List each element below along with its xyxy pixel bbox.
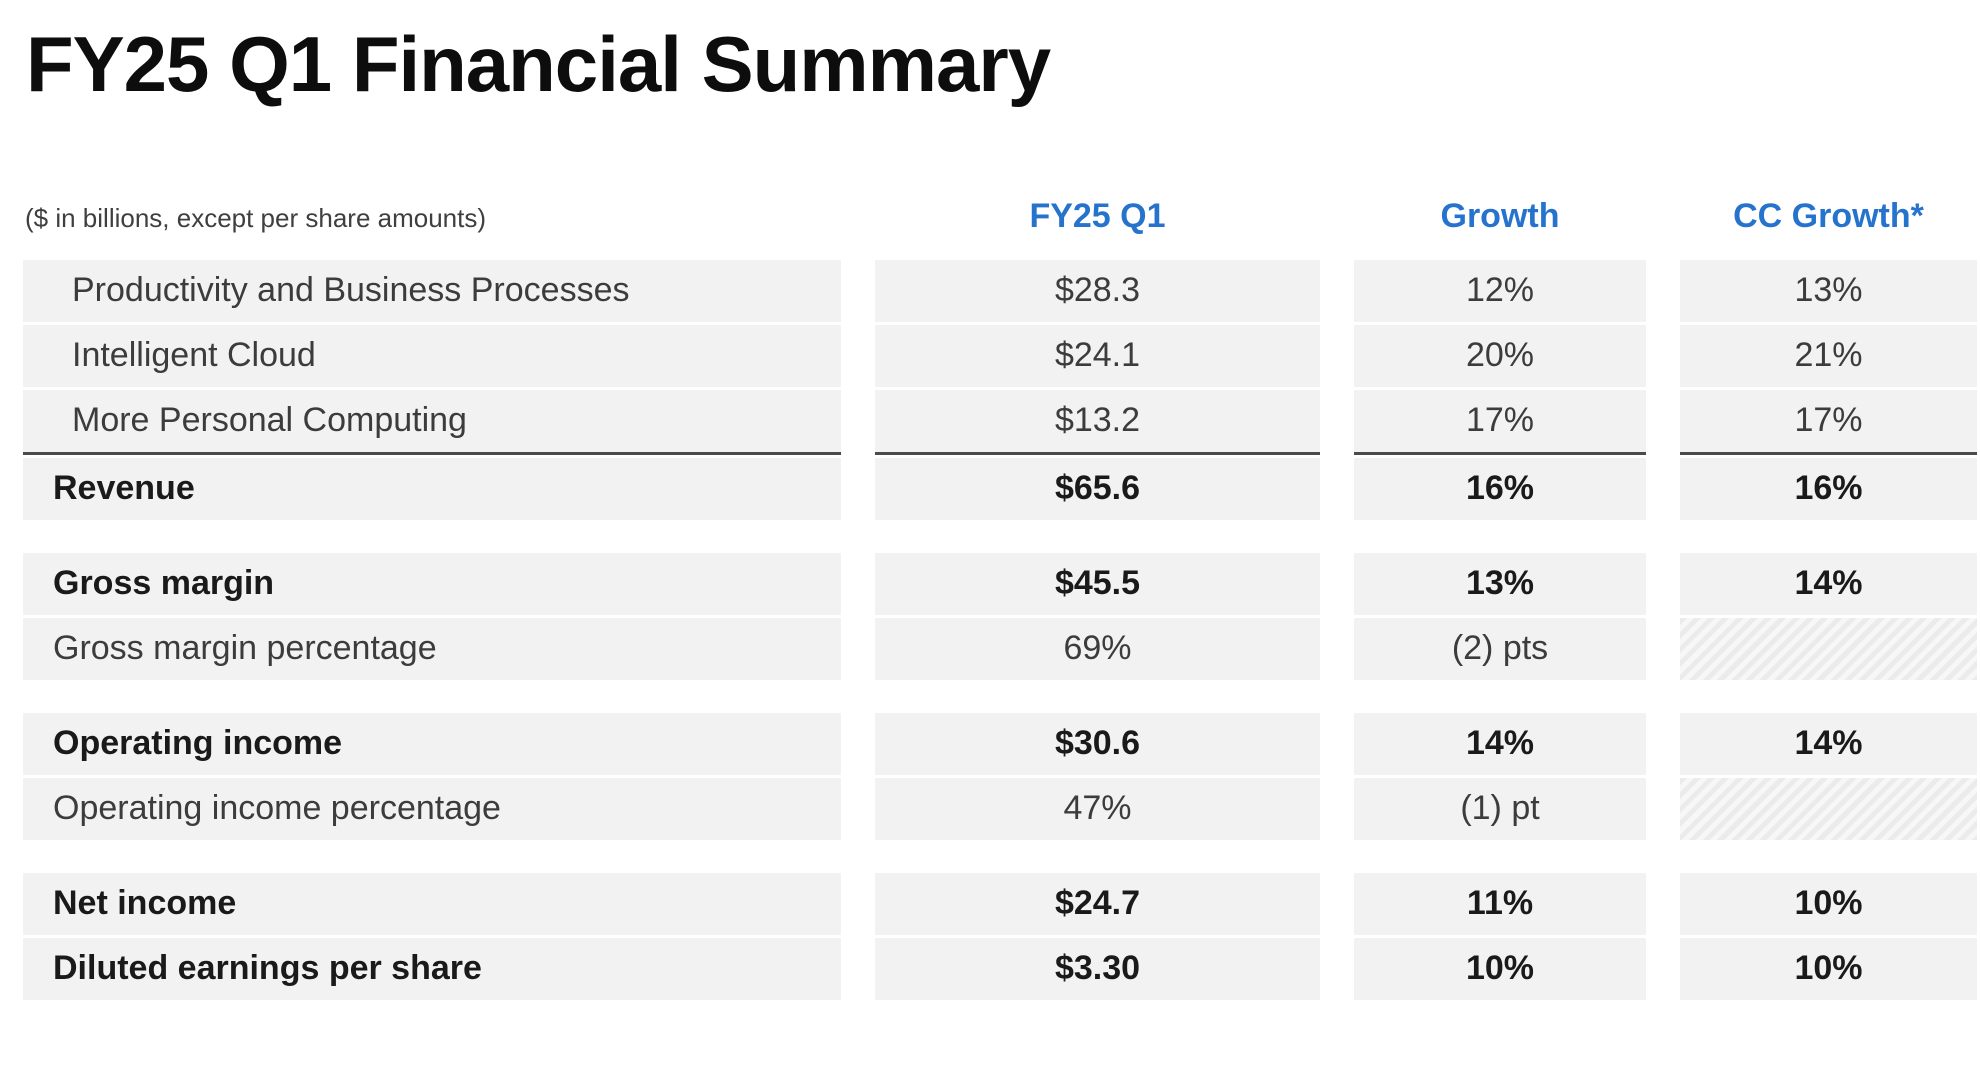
cell-cc-growth: 10% [1680,937,1977,1000]
cell-cc-growth: 21% [1680,324,1977,387]
cell-growth: (2) pts [1354,617,1646,680]
financial-summary-slide: FY25 Q1 Financial Summary ($ in billions… [0,20,1980,1080]
table-section: Gross margin $45.5 13% 14% Gross margin … [23,552,1977,680]
table-header-row: ($ in billions, except per share amounts… [23,194,1977,238]
row-label: Operating income [23,712,841,775]
cell-growth: 17% [1354,389,1646,455]
row-label: Productivity and Business Processes [23,259,841,322]
cell-fy25-q1: $45.5 [875,552,1320,615]
cell-cc-growth [1680,617,1977,680]
table-row: Revenue $65.6 16% 16% [23,457,1977,520]
cell-cc-growth: 13% [1680,259,1977,322]
cell-growth: 16% [1354,457,1646,520]
cell-growth: 14% [1354,712,1646,775]
cell-growth: 12% [1354,259,1646,322]
cell-cc-growth: 14% [1680,712,1977,775]
cell-fy25-q1: 47% [875,777,1320,840]
cell-growth: 11% [1354,872,1646,935]
row-label: Diluted earnings per share [23,937,841,1000]
cell-cc-growth: 14% [1680,552,1977,615]
column-header-fy25-q1: FY25 Q1 [1029,196,1166,235]
row-label: Intelligent Cloud [23,324,841,387]
table-row: Gross margin percentage 69% (2) pts [23,617,1977,680]
column-header-growth: Growth [1440,196,1560,235]
financial-table-body: Productivity and Business Processes $28.… [23,259,1977,1000]
column-header-cc-growth: CC Growth* [1733,196,1924,235]
cell-fy25-q1: $3.30 [875,937,1320,1000]
table-row: Diluted earnings per share $3.30 10% 10% [23,937,1977,1000]
table-section: Net income $24.7 11% 10% Diluted earning… [23,872,1977,1000]
table-section: Operating income $30.6 14% 14% Operating… [23,712,1977,840]
cell-cc-growth: 16% [1680,457,1977,520]
table-row: Operating income percentage 47% (1) pt [23,777,1977,840]
cell-fy25-q1: $28.3 [875,259,1320,322]
row-label: Gross margin [23,552,841,615]
cell-growth: 13% [1354,552,1646,615]
units-caption: ($ in billions, except per share amounts… [25,202,487,233]
table-row: Intelligent Cloud $24.1 20% 21% [23,324,1977,387]
cell-fy25-q1: $13.2 [875,389,1320,455]
row-label: Revenue [23,457,841,520]
table-container: ($ in billions, except per share amounts… [23,194,1977,1000]
cell-cc-growth: 10% [1680,872,1977,935]
cell-fy25-q1: $30.6 [875,712,1320,775]
table-row: Gross margin $45.5 13% 14% [23,552,1977,615]
cell-cc-growth [1680,777,1977,840]
row-label: Net income [23,872,841,935]
table-row: Net income $24.7 11% 10% [23,872,1977,935]
row-label: Operating income percentage [23,777,841,840]
cell-fy25-q1: $65.6 [875,457,1320,520]
table-row: More Personal Computing $13.2 17% 17% [23,389,1977,455]
row-label: Gross margin percentage [23,617,841,680]
cell-fy25-q1: $24.7 [875,872,1320,935]
row-label: More Personal Computing [23,389,841,455]
cell-growth: (1) pt [1354,777,1646,840]
table-row: Productivity and Business Processes $28.… [23,259,1977,322]
cell-fy25-q1: $24.1 [875,324,1320,387]
page-title: FY25 Q1 Financial Summary [26,20,1051,108]
cell-growth: 10% [1354,937,1646,1000]
table-row: Operating income $30.6 14% 14% [23,712,1977,775]
table-section: Productivity and Business Processes $28.… [23,259,1977,520]
cell-growth: 20% [1354,324,1646,387]
cell-cc-growth: 17% [1680,389,1977,455]
cell-fy25-q1: 69% [875,617,1320,680]
